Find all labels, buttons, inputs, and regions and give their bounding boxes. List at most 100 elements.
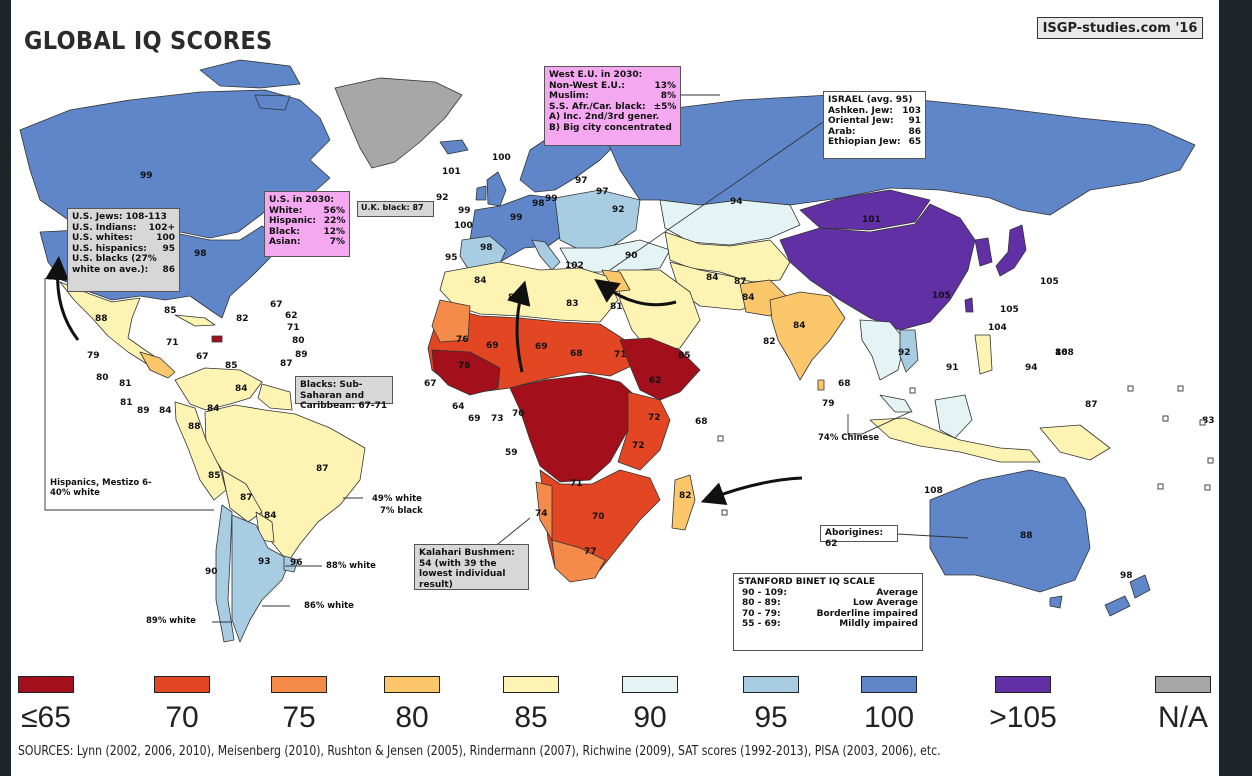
region-iq-label: 87	[1085, 400, 1098, 410]
legend-swatch	[18, 676, 74, 693]
us-2030-row-value: 7%	[329, 237, 345, 247]
legend-swatch	[503, 676, 559, 693]
region-iq-label: 97	[596, 187, 609, 197]
region-iq-label: 92	[898, 348, 911, 358]
region-iq-label: 85	[225, 361, 238, 371]
map-title: GLOBAL IQ SCORES	[24, 26, 273, 55]
us-groups-row-value: 86	[162, 264, 175, 275]
region-iq-label: 80	[292, 336, 305, 346]
legend-label: ≤65	[21, 701, 71, 734]
region-india	[769, 291, 846, 381]
region-iq-label: 76	[456, 335, 469, 345]
us-2030-row: Black: 12%	[269, 227, 345, 238]
region-iq-label: 99	[140, 171, 153, 181]
west-eu-row-label: S.S. Afr./Car. black:	[549, 101, 646, 112]
region-iq-label: 88	[95, 314, 108, 324]
region-iq-label: 72	[632, 441, 645, 451]
chile-white-note: 89% white	[146, 616, 196, 626]
region-iq-label: 82	[679, 491, 692, 501]
region-iq-label: 87	[280, 359, 293, 369]
region-iq-label: 67	[270, 300, 283, 310]
uruguay-white-note: 88% white	[326, 561, 376, 571]
right-frame-bar	[1219, 0, 1252, 776]
region-iq-label: 94	[1025, 363, 1038, 373]
region-argentina	[231, 514, 291, 643]
region-mexico	[59, 281, 161, 367]
israel-row: Oriental Jew: 91	[828, 116, 921, 127]
region-iq-label: 84	[159, 406, 172, 416]
region-iq-label: 84	[742, 293, 755, 303]
region-iq-label: 68	[570, 349, 583, 359]
region-iq-label: 98	[1120, 571, 1133, 581]
region-east-europe	[554, 189, 641, 251]
region-iq-label: 84	[793, 321, 806, 331]
sources-line: SOURCES: Lynn (2002, 2006, 2010), Meisen…	[18, 744, 941, 759]
region-iq-label: 105	[1040, 277, 1059, 287]
us-groups-row: U.S. hispanics: 95	[72, 244, 175, 255]
region-iq-label: 101	[442, 167, 461, 177]
west-eu-row-label: Non-West E.U.:	[549, 80, 625, 91]
west-eu-row-value: 8%	[660, 91, 676, 101]
legend-swatch	[622, 676, 678, 693]
left-frame-bar	[0, 0, 11, 776]
region-australia	[929, 469, 1091, 593]
region-iq-label: 83	[566, 299, 579, 309]
region-png	[1039, 424, 1111, 461]
west-eu-row-value: 13%	[654, 80, 676, 91]
region-iq-label: 96	[290, 558, 303, 568]
legend-swatch	[384, 676, 440, 693]
us-2030-row: Hispanic: 22%	[269, 216, 345, 227]
west-eu-row: B) Big city concentrated	[549, 123, 676, 134]
uk-black-box: U.K. black: 87	[357, 201, 434, 217]
region-iq-label: 84	[264, 511, 277, 521]
us-groups-row: U.S. Jews: 108-113	[72, 212, 175, 223]
west-eu-title: West E.U. in 2030:	[549, 70, 643, 80]
region-iq-label: 70	[512, 409, 525, 419]
region-central-africa	[509, 374, 641, 483]
region-iq-label: 105	[1000, 305, 1019, 315]
region-iq-label: 98	[480, 243, 493, 253]
region-iq-label: 104	[988, 323, 1007, 333]
region-iq-label: 68	[695, 417, 708, 427]
region-ecuador-peru	[174, 401, 227, 501]
region-madagascar	[671, 474, 696, 531]
us-2030-row: Asian: 7%	[269, 237, 345, 248]
stanford-row: 90 - 109: Average	[742, 588, 918, 599]
region-iq-label: 87	[316, 464, 329, 474]
region-greenland	[334, 77, 463, 169]
stanford-row-label: 80 - 89:	[742, 598, 781, 608]
region-iq-label: 105	[932, 291, 951, 301]
us-groups-row: U.S. blacks (27%	[72, 254, 175, 265]
region-iq-label: 95	[445, 253, 458, 263]
region-iq-label: 64	[452, 402, 465, 412]
region-chile	[215, 504, 235, 643]
aborigines-box: Aborigines: 62	[820, 525, 898, 549]
region-borneo	[934, 394, 973, 439]
site-credit-box: ISGP-studies.com '16	[1037, 17, 1203, 39]
israel-row-label: Ethiopian Jew:	[828, 137, 901, 147]
region-sri-lanka	[817, 379, 825, 391]
region-iq-label: 71	[570, 479, 583, 489]
israel-row-value: 103	[902, 105, 921, 116]
stanford-row-label: 55 - 69:	[742, 619, 781, 629]
israel-row: Ethiopian Jew: 65	[828, 137, 921, 148]
stanford-row-value: Average	[876, 587, 918, 598]
region-iq-label: 81	[120, 398, 133, 408]
region-guyanas	[257, 383, 293, 411]
region-iq-label: 108	[1055, 348, 1074, 358]
israel-title: ISRAEL (avg. 95)	[828, 95, 913, 105]
region-taiwan	[964, 297, 974, 313]
us-groups-row-label: U.S. blacks (27%	[72, 254, 157, 264]
region-iq-label: 68	[838, 379, 851, 389]
region-iq-label: 70	[592, 512, 605, 522]
region-iq-label: 88	[1020, 531, 1033, 541]
israel-row: Ashken. Jew: 103	[828, 106, 921, 117]
region-arabia	[617, 269, 701, 353]
region-balkans-turkey	[559, 239, 671, 273]
region-iq-label: 81	[610, 302, 623, 312]
legend-swatch	[154, 676, 210, 693]
region-iq-label: 86	[1055, 348, 1068, 358]
us-groups-row-value: 100	[156, 233, 175, 243]
west-eu-row-label: Muslim:	[549, 91, 589, 101]
region-iq-label: 89	[137, 406, 150, 416]
